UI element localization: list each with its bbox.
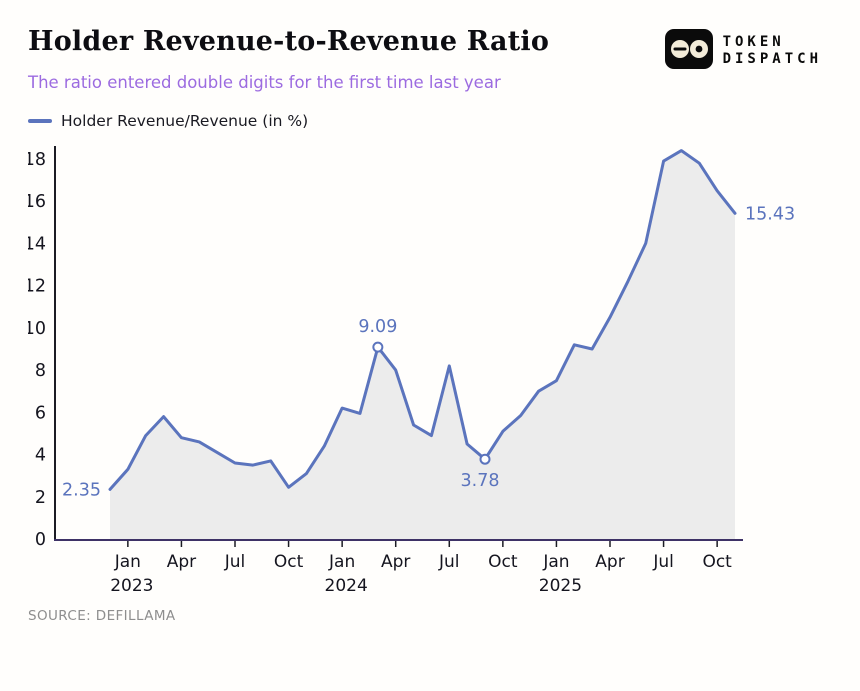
svg-text:10: 10 <box>28 319 46 339</box>
legend: Holder Revenue/Revenue (in %) <box>28 112 830 130</box>
svg-text:12: 12 <box>28 277 46 297</box>
svg-text:Apr: Apr <box>167 552 196 572</box>
svg-text:Jan: Jan <box>114 552 141 572</box>
svg-text:Jul: Jul <box>438 552 460 572</box>
svg-text:2025: 2025 <box>539 576 582 596</box>
logo-line-1: TOKEN <box>722 33 785 50</box>
svg-text:Oct: Oct <box>488 552 518 572</box>
legend-line-swatch <box>28 119 52 123</box>
svg-text:2.35: 2.35 <box>62 480 101 500</box>
svg-text:Oct: Oct <box>702 552 732 572</box>
svg-text:2: 2 <box>35 488 46 508</box>
page-title: Holder Revenue-to-Revenue Ratio <box>28 26 550 57</box>
svg-text:Apr: Apr <box>595 552 624 572</box>
svg-text:14: 14 <box>28 234 46 254</box>
chart-subtitle: The ratio entered double digits for the … <box>28 73 501 92</box>
svg-text:Jul: Jul <box>224 552 246 572</box>
svg-text:2024: 2024 <box>325 576 368 596</box>
svg-text:16: 16 <box>28 192 46 212</box>
chart-header: Holder Revenue-to-Revenue Ratio TOKEN DI… <box>28 26 830 92</box>
svg-text:4: 4 <box>35 446 46 466</box>
source-label: SOURCE: DEFILLAMA <box>28 608 176 624</box>
svg-text:6: 6 <box>35 403 46 423</box>
svg-text:Jan: Jan <box>542 552 569 572</box>
svg-text:3.78: 3.78 <box>461 471 500 491</box>
logo-wordmark: TOKEN DISPATCH <box>723 34 822 69</box>
owl-glasses-icon <box>664 28 714 74</box>
svg-text:Apr: Apr <box>381 552 410 572</box>
svg-text:15.43: 15.43 <box>745 204 795 224</box>
svg-text:9.09: 9.09 <box>358 317 397 337</box>
svg-text:Oct: Oct <box>274 552 304 572</box>
svg-text:8: 8 <box>35 361 46 381</box>
token-dispatch-logo: TOKEN DISPATCH <box>664 28 822 74</box>
svg-text:0: 0 <box>35 530 46 550</box>
svg-text:2023: 2023 <box>110 576 153 596</box>
svg-text:Jan: Jan <box>328 552 355 572</box>
legend-label: Holder Revenue/Revenue (in %) <box>61 112 309 130</box>
logo-line-2: DISPATCH <box>722 51 822 67</box>
svg-text:18: 18 <box>28 150 46 170</box>
source-footer: SOURCE: DEFILLAMA <box>28 608 830 624</box>
line-chart: 0 2 4 6 8 10 12 14 16 18 Jan 2023 Apr Jul Oct Jan 2024 Ap… <box>28 146 795 596</box>
svg-text:Jul: Jul <box>652 552 674 572</box>
